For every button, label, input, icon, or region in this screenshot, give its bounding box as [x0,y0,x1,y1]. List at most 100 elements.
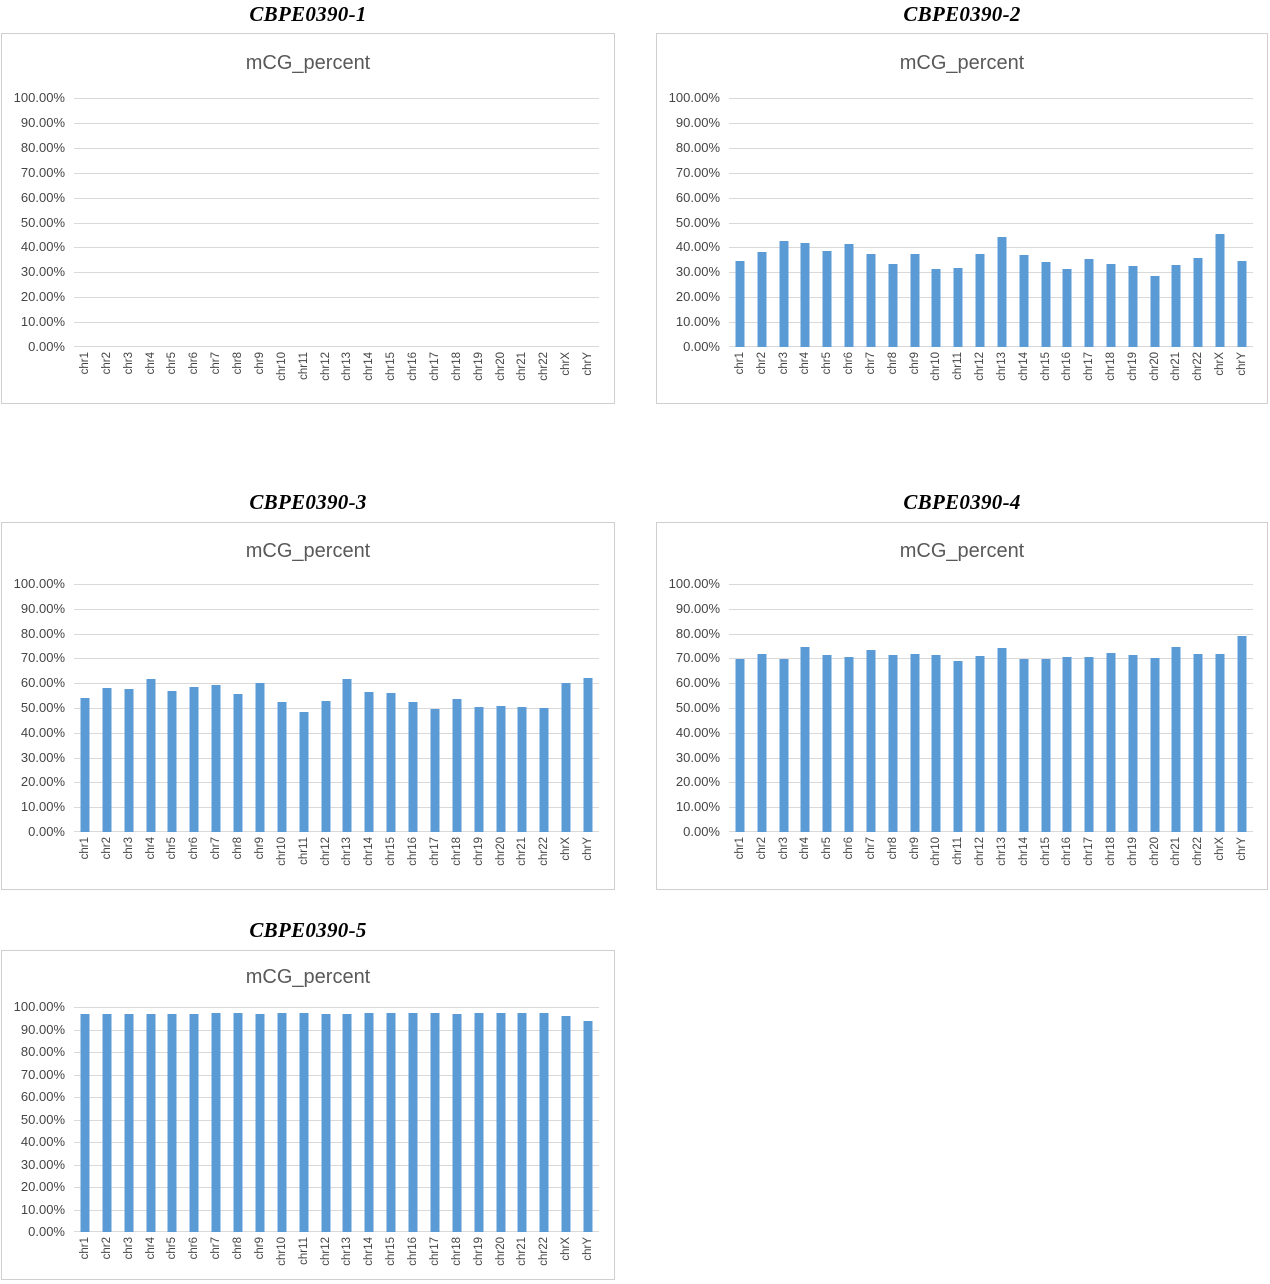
x-axis-label-cell: chr15 [1035,837,1057,883]
gridline [74,198,599,199]
bar-chr10 [277,1013,287,1232]
x-axis-label-cell: chr5 [162,352,184,398]
bar-chr8 [888,655,898,832]
category-slot-chr5 [816,584,838,832]
bar-chr21 [517,706,527,832]
plot-area: 100.00% 90.00% 80.00% 70.00% 60.00% 50.00% 40.… [14,577,599,839]
x-axis-category-label: chr7 [864,837,877,860]
x-axis-category-label: chr20 [494,352,507,381]
x-axis-category-label: chr12 [319,352,332,381]
y-axis-tick-label: 20.00% [20,1179,65,1194]
x-axis-category-label: chr4 [799,837,812,860]
category-slot-chr8 [227,584,249,832]
gridline [729,98,1253,99]
x-axis-category-label: chr6 [188,837,201,860]
category-slot-chr5 [162,584,184,832]
category-slot-chr18 [1100,584,1122,832]
x-axis-category-label: chr15 [385,352,398,381]
x-axis-label-cell: chr4 [140,837,162,883]
x-axis-label-cell: chr19 [468,837,490,883]
category-slot-chr2 [96,584,118,832]
x-axis-label-cell: chr13 [337,352,359,398]
gridline [729,247,1253,248]
category-slot-chr12 [315,584,337,832]
x-axis-category-label: chr8 [232,352,245,375]
gridline [74,223,599,224]
x-axis-label-cell: chr9 [249,837,271,883]
bar-chr17 [430,708,440,832]
category-slot-chr1 [74,98,96,347]
x-axis-category-label: chr7 [210,352,223,375]
x-axis-label-cell: chr3 [773,837,795,883]
gridline [74,683,599,684]
x-axis-category-label: chr19 [472,1237,485,1266]
chart-panel-cbpe0390-3: CBPE0390-3 mCG_percent 100.00% 90.00% 80.00%… [1,489,615,890]
x-axis-category-label: chr16 [407,837,420,866]
x-axis-label-cell: chr16 [402,1237,424,1281]
gridline [74,1007,599,1008]
category-slot-chrX [1209,98,1231,347]
y-axis-tick-label: 80.00% [20,626,65,641]
bar-chr1 [735,261,745,347]
category-slot-chr16 [1056,584,1078,832]
gridline [74,98,599,99]
x-axis-category-label: chr3 [122,837,135,860]
category-slot-chr19 [468,584,490,832]
x-axis-label-cell: chr19 [468,352,490,398]
x-axis-category-label: chr14 [1017,352,1030,381]
category-slot-chr3 [773,98,795,347]
bar-chr14 [1019,255,1029,347]
bar-series [74,98,599,347]
x-axis-label-cell: chr1 [74,352,96,398]
gridline [74,148,599,149]
category-slot-chr12 [969,98,991,347]
bar-chr16 [408,702,418,832]
y-axis-tick-label: 10.00% [20,1202,65,1217]
x-axis-label-cell: chr16 [402,352,424,398]
category-slot-chrX [1209,584,1231,832]
bar-chrY [1237,636,1247,832]
gridline [74,584,599,585]
category-slot-chr18 [446,98,468,347]
panel-title: CBPE0390-1 [249,2,367,26]
x-axis-label-cell: chr9 [249,1237,271,1281]
bar-chr19 [1128,266,1138,347]
category-slot-chr7 [205,584,227,832]
bar-chr10 [277,701,287,832]
bar-chr18 [452,698,462,832]
x-axis-label-cell: chr8 [882,837,904,883]
gridline [729,609,1253,610]
x-axis-category-label: chr22 [538,1237,551,1266]
gridline [74,272,599,273]
category-slot-chr1 [729,584,751,832]
bar-chr5 [167,691,177,832]
x-axis-label-cell: chrX [1209,352,1231,398]
x-axis-label-cell: chr21 [512,352,534,398]
category-slot-chr9 [904,98,926,347]
chart-header: mCG_percent [245,540,371,562]
bar-chr15 [386,693,396,832]
gridline [74,1165,599,1166]
x-axis-label-cell: chr7 [860,352,882,398]
x-axis-label-cell: chr7 [205,352,227,398]
x-axis-label-cell: chr2 [751,352,773,398]
bar-chr3 [124,689,134,832]
x-axis-label-cell: chrY [1231,837,1253,883]
gridline [729,173,1253,174]
x-axis-category-label: chr18 [1104,837,1117,866]
category-slot-chr14 [1013,584,1035,832]
gridline [74,322,599,323]
bar-chr13 [342,1014,352,1232]
bar-chr1 [735,659,745,832]
bar-chr19 [474,706,484,832]
x-axis-label-cell: chr18 [1100,352,1122,398]
bar-chr18 [1106,264,1116,347]
x-axis-category-label: chr7 [210,837,223,860]
y-axis-tick-label: 40.00% [20,725,65,740]
gridline [74,658,599,659]
x-axis-category-label: chr9 [908,837,921,860]
x-axis-category-label: chr1 [78,837,91,860]
y-axis-tick-label: 40.00% [20,239,65,254]
gridline [74,1097,599,1098]
